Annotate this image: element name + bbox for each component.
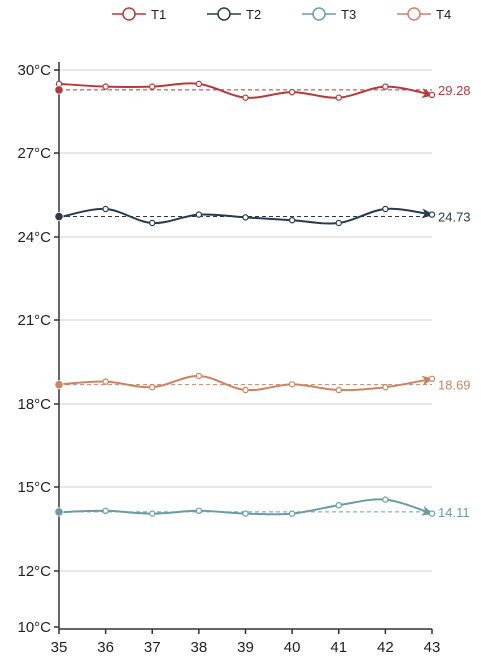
mean-start-marker-t4 xyxy=(54,380,64,390)
series-t4: 18.69 xyxy=(54,372,471,394)
y-tick-label: 15°C xyxy=(17,479,51,496)
data-point-t1-40 xyxy=(288,88,296,96)
data-point-t1-39 xyxy=(242,94,249,101)
data-point-t1-36 xyxy=(102,83,109,90)
mean-value-label-t3: 14.11 xyxy=(438,505,470,520)
data-point-t2-36 xyxy=(102,205,109,213)
data-point-t3-40 xyxy=(288,510,296,517)
data-point-t2-43 xyxy=(428,211,436,218)
series-t1: 29.28 xyxy=(54,80,471,101)
axes: 10°C 12°C 15°C 18°C 21°C 24°C 27°C 30°C 35 36 37 38… xyxy=(17,62,440,656)
legend-marker-t2 xyxy=(217,7,231,21)
legend-item-t2: T2 xyxy=(207,7,261,22)
legend: T1 T2 T3 T4 xyxy=(112,7,451,22)
legend-marker-t1 xyxy=(122,7,136,21)
data-point-t4-39 xyxy=(242,386,249,394)
series-t3: 14.11 xyxy=(54,496,470,520)
legend-label-t2: T2 xyxy=(246,7,261,22)
data-point-t2-40 xyxy=(288,216,296,224)
series-t2: 24.73 xyxy=(54,205,471,227)
data-point-t4-43 xyxy=(428,375,436,382)
x-tick-label: 39 xyxy=(237,639,254,656)
data-point-t4-42 xyxy=(382,384,389,391)
x-tick-label: 37 xyxy=(144,639,161,656)
y-tick-label: 10°C xyxy=(17,619,51,636)
x-tick-label: 43 xyxy=(424,639,441,656)
data-point-t1-43 xyxy=(428,91,436,99)
y-tick-label: 27°C xyxy=(17,145,51,162)
x-tick-label: 36 xyxy=(97,639,114,656)
series-lines: 29.28 24.73 14.11 18.69 xyxy=(54,80,471,520)
data-point-t2-38 xyxy=(195,211,203,218)
data-point-t4-41 xyxy=(335,386,342,394)
data-point-t1-41 xyxy=(335,94,342,101)
mean-start-marker-t1 xyxy=(54,85,64,95)
mean-value-label-t4: 18.69 xyxy=(438,378,471,393)
legend-item-t1: T1 xyxy=(112,7,166,22)
data-point-t2-42 xyxy=(382,205,389,213)
legend-label-t1: T1 xyxy=(151,7,166,22)
data-point-t1-37 xyxy=(149,83,156,90)
data-point-t4-38 xyxy=(195,372,203,380)
data-point-t1-38 xyxy=(195,80,203,88)
grid-lines xyxy=(59,69,432,572)
y-tick-label: 18°C xyxy=(17,396,51,413)
data-point-t1-42 xyxy=(382,83,389,90)
y-tick-label: 21°C xyxy=(17,312,51,329)
legend-item-t4: T4 xyxy=(397,7,451,22)
x-tick-label: 40 xyxy=(284,639,301,656)
data-point-t3-36 xyxy=(102,507,109,514)
y-tick-label: 12°C xyxy=(17,563,51,580)
data-point-t3-37 xyxy=(149,510,156,517)
data-point-t2-37 xyxy=(149,219,156,227)
mean-start-marker-t2 xyxy=(54,211,64,222)
data-point-t3-42 xyxy=(382,496,389,503)
legend-marker-t4 xyxy=(407,7,421,21)
data-point-t3-38 xyxy=(195,507,203,514)
data-point-t4-40 xyxy=(288,381,296,388)
data-point-t4-37 xyxy=(149,384,156,391)
x-tick-label: 35 xyxy=(51,639,68,656)
mean-value-label-t2: 24.73 xyxy=(438,210,471,225)
x-tick-label: 41 xyxy=(330,639,347,656)
data-point-t3-39 xyxy=(242,510,249,517)
x-tick-label: 42 xyxy=(377,639,394,656)
x-tick-label: 38 xyxy=(191,639,208,656)
mean-start-marker-t3 xyxy=(54,507,64,517)
legend-label-t3: T3 xyxy=(341,7,356,22)
data-point-t2-41 xyxy=(335,219,342,227)
legend-label-t4: T4 xyxy=(436,7,451,22)
legend-item-t3: T3 xyxy=(302,7,356,22)
legend-marker-t3 xyxy=(312,7,326,21)
y-tick-label: 24°C xyxy=(17,229,51,246)
data-point-t2-39 xyxy=(242,214,249,221)
mean-value-label-t1: 29.28 xyxy=(438,83,471,98)
data-point-t3-41 xyxy=(335,502,342,509)
y-tick-label: 30°C xyxy=(17,62,51,79)
data-point-t3-43 xyxy=(428,510,436,517)
data-point-t4-36 xyxy=(102,378,109,385)
